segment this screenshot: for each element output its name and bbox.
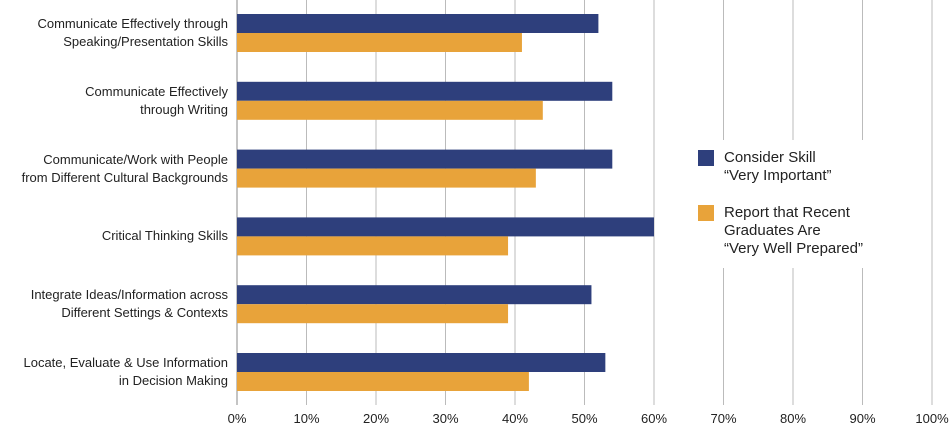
bar [237,149,613,169]
bar [237,353,606,372]
x-tick-label: 20% [362,411,390,426]
x-tick-label: 10% [293,411,320,426]
category-label: Critical Thinking Skills [101,228,228,244]
bar [237,100,543,120]
bar [237,285,592,305]
x-tick-label: 80% [779,411,807,426]
legend-label: Report that Recent Graduates Are “Very W… [724,204,863,257]
category-label: Communicate Effectively through Writing [85,83,228,117]
legend-swatch [698,150,714,166]
category-label: Locate, Evaluate & Use Information in De… [23,355,228,388]
x-tick-label: 50% [571,411,598,426]
legend-background [690,140,905,268]
x-tick-label: 100% [915,411,949,426]
bar [237,304,509,324]
legend-swatch [698,205,714,221]
bar [237,33,522,52]
x-tick-label: 70% [710,411,737,426]
bar [237,372,529,391]
bar [237,14,599,33]
x-tick-label: 0% [227,411,247,426]
x-tick-label: 30% [432,411,459,426]
bar [237,168,536,188]
bar [237,81,613,101]
x-tick-label: 40% [501,411,529,426]
legend-label: Consider Skill “Very Important” [724,149,832,184]
x-tick-label: 90% [849,411,876,426]
category-label: Communicate Effectively through Speaking… [37,16,228,49]
bar [237,236,509,256]
category-label: Communicate/Work with People from Differ… [21,151,228,185]
x-tick-label: 60% [640,411,668,426]
bar [237,217,654,237]
category-label: Integrate Ideas/Information across Diffe… [30,287,228,321]
